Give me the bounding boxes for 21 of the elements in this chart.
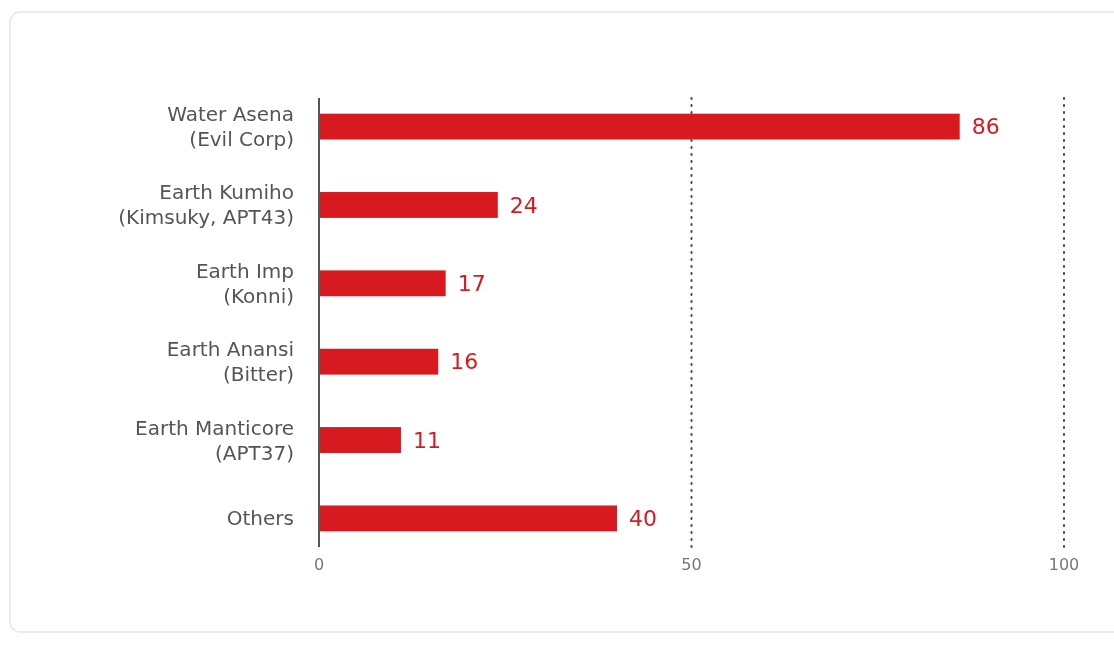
data-label: 40 [629, 506, 657, 532]
bar [319, 427, 401, 453]
data-label: 17 [457, 271, 486, 297]
x-tick-label: 100 [1048, 555, 1080, 574]
data-label: 16 [450, 349, 479, 375]
y-tick-label: Water Asena (Evil Corp) [167, 102, 294, 152]
data-label: 86 [971, 114, 1000, 140]
data-label: 24 [509, 192, 538, 218]
data-label: 11 [412, 427, 441, 453]
y-tick-label: Earth Imp (Konni) [195, 258, 294, 308]
y-tick-label: Earth Kumiho (Kimsuky, APT43) [118, 180, 294, 230]
bar [319, 113, 960, 140]
bar [319, 270, 446, 297]
x-tick-label: 0 [313, 555, 325, 574]
y-tick-label: Earth Manticore (APT37) [135, 415, 294, 465]
y-tick-label: Earth Anansi (Bitter) [166, 337, 294, 387]
y-tick-label: Others [226, 506, 294, 531]
bar [319, 192, 498, 218]
bar [319, 348, 439, 375]
bar [319, 505, 617, 532]
x-tick-label: 50 [681, 555, 702, 574]
